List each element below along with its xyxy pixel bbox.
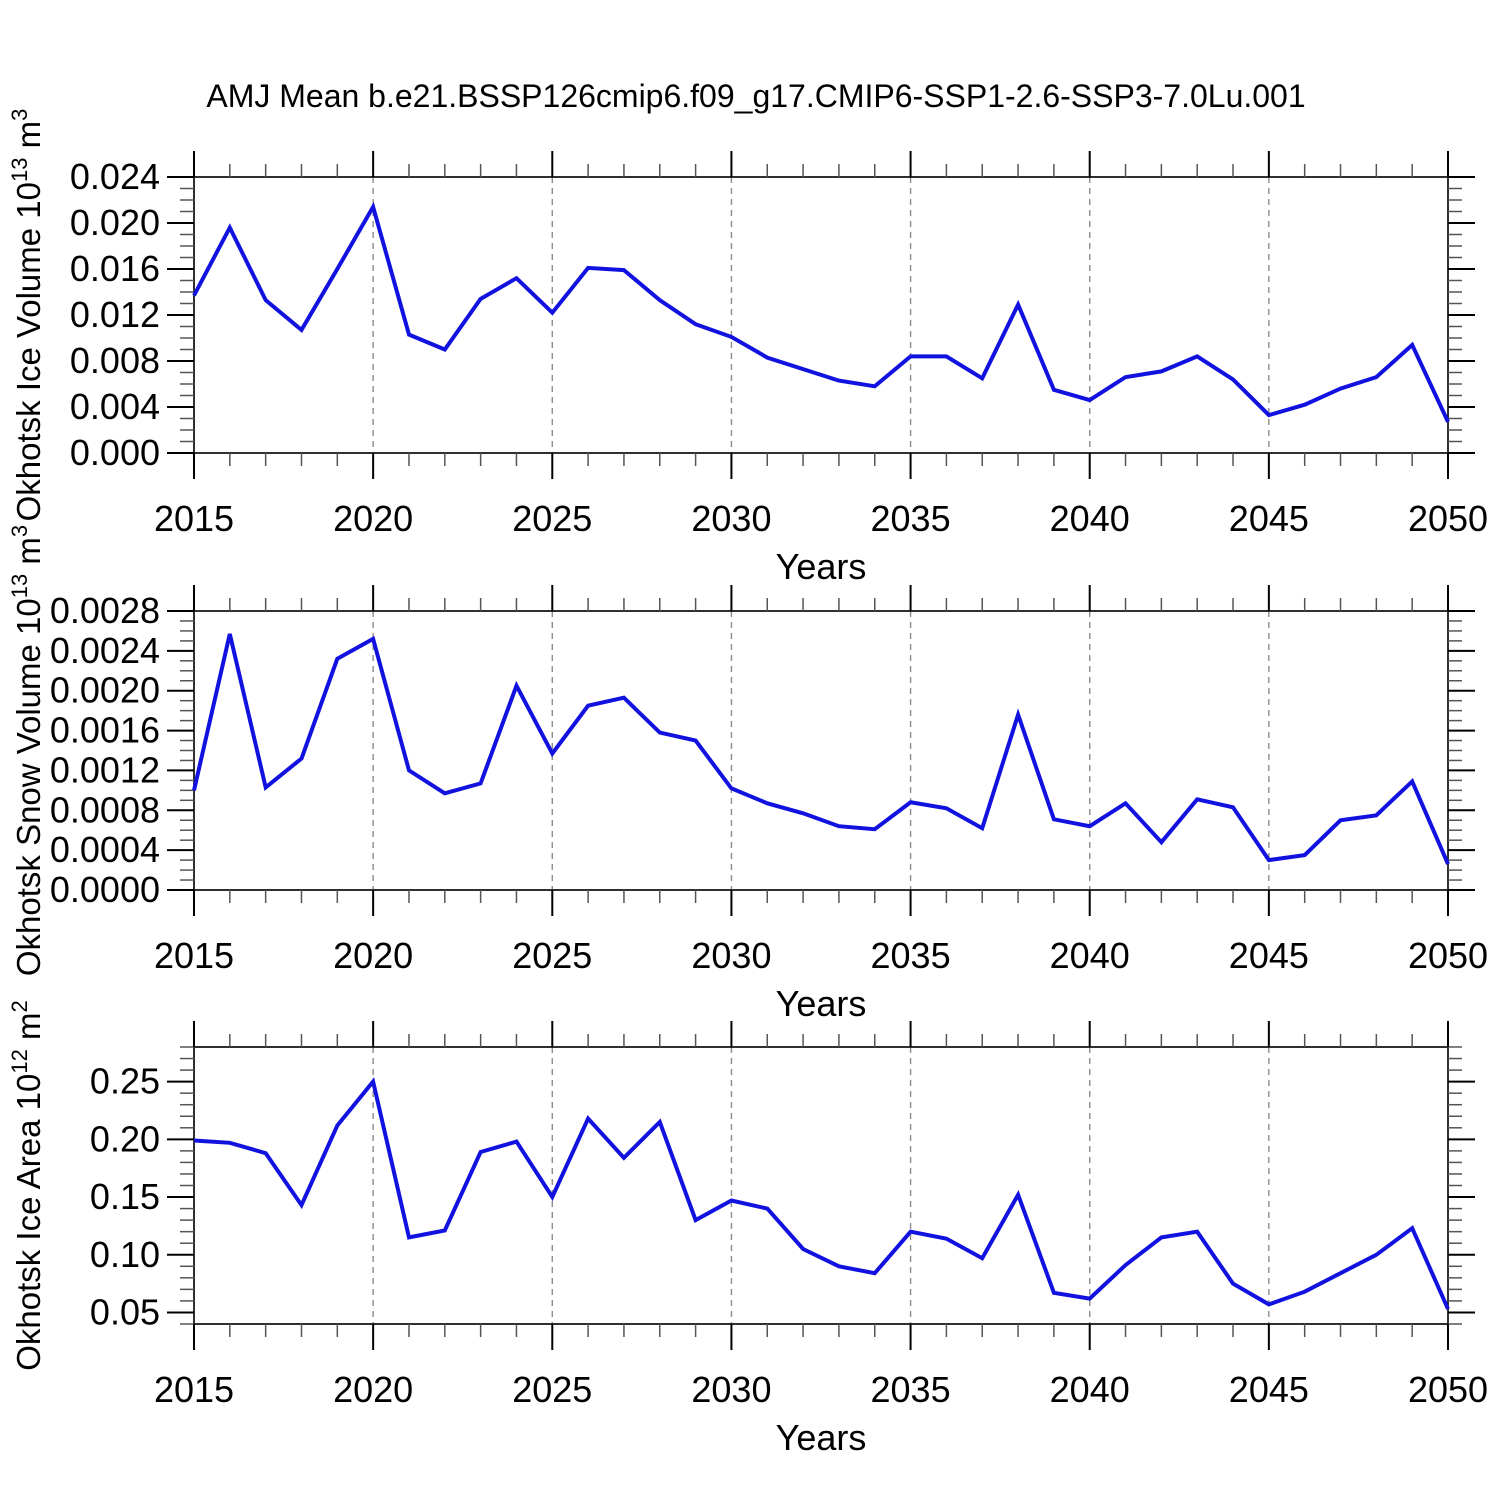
chart-okhotsk-ice-volume: 0.000 0.004 0.008 0.012 0.016 0.020 0.024 2015 2… xyxy=(7,109,1488,587)
y-tick-label: 0.05 xyxy=(90,1291,160,1332)
y-tick-label: 0.0016 xyxy=(50,710,160,751)
y-tick-label: 0.25 xyxy=(90,1061,160,1102)
y-tick-label: 0.0020 xyxy=(50,670,160,711)
axis-box xyxy=(193,176,1449,454)
x-tick-label: 2050 xyxy=(1408,1369,1488,1410)
chart-okhotsk-snow-volume: 0.00000.00040.00080.00120.00160.00200.00… xyxy=(7,525,1488,1024)
x-tick-label: 2050 xyxy=(1408,498,1488,539)
x-tick-label: 2015 xyxy=(154,1369,234,1410)
x-axis-title: Years xyxy=(776,983,867,1024)
x-axis-title: Years xyxy=(776,546,867,587)
y-tick-label: 0.016 xyxy=(70,248,160,289)
okhotsk-ice-volume-series-line xyxy=(192,201,1450,423)
y-tick-label: 0.024 xyxy=(70,156,160,197)
x-tick-label: 2030 xyxy=(691,935,771,976)
x-tick-label: 2035 xyxy=(871,498,951,539)
x-tick-label: 2030 xyxy=(691,498,771,539)
x-tick-label: 2040 xyxy=(1050,498,1130,539)
x-tick-label: 2020 xyxy=(333,498,413,539)
x-tick-label: 2040 xyxy=(1050,935,1130,976)
axis-box xyxy=(193,1046,1449,1325)
y-axis-title: Okhotsk Snow Volume 1013 m3 xyxy=(7,525,47,976)
x-tick-label: 2015 xyxy=(154,935,234,976)
x-tick-label: 2035 xyxy=(871,1369,951,1410)
x-tick-label: 2035 xyxy=(871,935,951,976)
x-tick-label: 2015 xyxy=(154,498,234,539)
figure-title: AMJ Mean b.e21.BSSP126cmip6.f09_g17.CMIP… xyxy=(206,78,1306,114)
y-tick-label: 0.15 xyxy=(90,1176,160,1217)
y-tick-label: 0.004 xyxy=(70,386,160,427)
x-tick-label: 2025 xyxy=(512,935,592,976)
y-tick-label: 0.020 xyxy=(70,202,160,243)
y-tick-label: 0.000 xyxy=(70,432,160,473)
x-tick-label: 2020 xyxy=(333,1369,413,1410)
okhotsk-ice-area-series-line xyxy=(193,1077,1450,1310)
x-tick-label: 2025 xyxy=(512,1369,592,1410)
y-axis-title: Okhotsk Ice Volume 1013 m3 xyxy=(7,109,47,522)
x-tick-label: 2020 xyxy=(333,935,413,976)
x-axis-title: Years xyxy=(776,1417,867,1458)
y-tick-label: 0.008 xyxy=(70,340,160,381)
x-tick-label: 2045 xyxy=(1229,935,1309,976)
y-tick-label: 0.0028 xyxy=(50,590,160,631)
y-tick-label: 0.20 xyxy=(90,1118,160,1159)
x-tick-label: 2030 xyxy=(691,1369,771,1410)
y-tick-label: 0.10 xyxy=(90,1234,160,1275)
y-tick-label: 0.0000 xyxy=(50,869,160,910)
x-tick-label: 2050 xyxy=(1408,935,1488,976)
x-tick-label: 2045 xyxy=(1229,498,1309,539)
y-tick-label: 0.0012 xyxy=(50,749,160,790)
x-tick-label: 2025 xyxy=(512,498,592,539)
okhotsk-snow-volume-series-line xyxy=(192,633,1450,865)
chart-okhotsk-ice-area: 0.05 0.10 0.15 0.20 0.25 2015 2020 2025 2030 2035… xyxy=(7,1000,1488,1458)
y-tick-label: 0.0004 xyxy=(50,829,160,870)
x-tick-label: 2045 xyxy=(1229,1369,1309,1410)
y-axis-title: Okhotsk Ice Area 1012 m2 xyxy=(7,1000,47,1371)
x-tick-label: 2040 xyxy=(1050,1369,1130,1410)
y-tick-label: 0.0024 xyxy=(50,630,160,671)
y-tick-label: 0.0008 xyxy=(50,789,160,830)
y-tick-label: 0.012 xyxy=(70,294,160,335)
